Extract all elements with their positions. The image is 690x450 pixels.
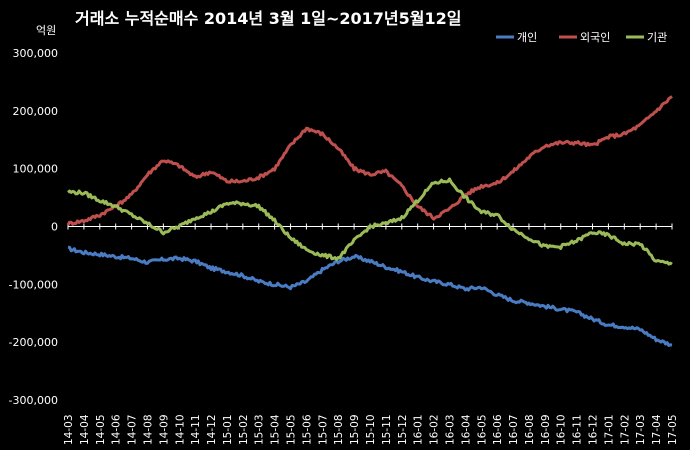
x-tick-label: 14-09 bbox=[158, 414, 170, 445]
y-tick-label: 200,000 bbox=[13, 105, 59, 118]
x-tick-label: 16-04 bbox=[460, 414, 472, 445]
y-axis: 300,000 200,000 100,000 0 -100,000 -200,000 -3… bbox=[9, 47, 58, 407]
x-tick-label: 15-02 bbox=[238, 414, 250, 445]
x-tick-label: 17-01 bbox=[603, 414, 615, 445]
x-tick-label: 17-03 bbox=[635, 414, 647, 445]
y-tick-label: -100,000 bbox=[9, 278, 58, 291]
x-tick-label: 15-07 bbox=[317, 414, 329, 445]
x-tick-label: 16-01 bbox=[413, 414, 425, 445]
legend-label: 외국인 bbox=[580, 31, 610, 44]
x-tick-label: 15-11 bbox=[381, 414, 393, 445]
x-tick-label: 15-03 bbox=[254, 414, 266, 445]
legend: 개인 외국인 기관 bbox=[496, 31, 667, 44]
x-tick-label: 16-02 bbox=[429, 414, 441, 445]
x-tick-label: 16-05 bbox=[476, 414, 488, 445]
x-tick-label: 15-10 bbox=[365, 414, 377, 445]
x-tick-label: 15-05 bbox=[286, 414, 298, 445]
x-tick-label: 14-07 bbox=[127, 414, 139, 445]
x-tick-label: 16-09 bbox=[540, 414, 552, 445]
legend-label: 기관 bbox=[647, 31, 667, 44]
x-tick-label: 14-12 bbox=[206, 414, 218, 445]
x-tick-label: 15-08 bbox=[333, 414, 345, 445]
unit-label: 억원 bbox=[36, 24, 56, 37]
series-lines bbox=[66, 95, 673, 347]
y-tick-label: 0 bbox=[51, 221, 58, 234]
y-tick-label: -300,000 bbox=[9, 394, 58, 407]
x-tick-label: 17-04 bbox=[651, 414, 663, 445]
x-tick-label: 15-04 bbox=[270, 414, 282, 445]
x-tick-label: 14-08 bbox=[142, 414, 154, 445]
x-tick-label: 14-04 bbox=[79, 414, 91, 445]
series-line-3 bbox=[67, 177, 673, 266]
x-tick-label: 17-02 bbox=[619, 414, 631, 445]
x-tick-label: 16-11 bbox=[572, 414, 584, 445]
y-tick-label: 100,000 bbox=[13, 163, 59, 176]
x-axis: 14-03 14-04 14-05 14-06 14-07 14-08 14-09 14-10… bbox=[63, 223, 679, 445]
series-line-1 bbox=[67, 245, 673, 347]
x-tick-label: 16-07 bbox=[508, 414, 520, 445]
x-tick-label: 14-05 bbox=[95, 414, 107, 445]
y-tick-label: 300,000 bbox=[13, 47, 59, 60]
x-tick-label: 15-01 bbox=[222, 414, 234, 445]
x-tick-label: 16-06 bbox=[492, 414, 504, 445]
x-tick-label: 14-11 bbox=[190, 414, 202, 445]
x-tick-label: 16-12 bbox=[588, 414, 600, 445]
chart-title: 거래소 누적순매수 2014년 3월 1일~2017년5월12일 bbox=[75, 9, 462, 28]
x-tick-label: 15-06 bbox=[301, 414, 313, 445]
y-tick-label: -200,000 bbox=[9, 336, 58, 349]
x-tick-label: 14-10 bbox=[174, 414, 186, 445]
x-tick-label: 16-08 bbox=[524, 414, 536, 445]
legend-label: 개인 bbox=[517, 31, 537, 44]
x-tick-label: 14-03 bbox=[63, 414, 75, 445]
series-line-2 bbox=[66, 95, 673, 226]
x-tick-label: 16-03 bbox=[444, 414, 456, 445]
x-tick-label: 14-06 bbox=[111, 414, 123, 445]
x-tick-label: 16-10 bbox=[556, 414, 568, 445]
x-tick-label: 15-12 bbox=[397, 414, 409, 445]
x-tick-label: 15-09 bbox=[349, 414, 361, 445]
x-tick-label: 17-05 bbox=[667, 414, 679, 445]
